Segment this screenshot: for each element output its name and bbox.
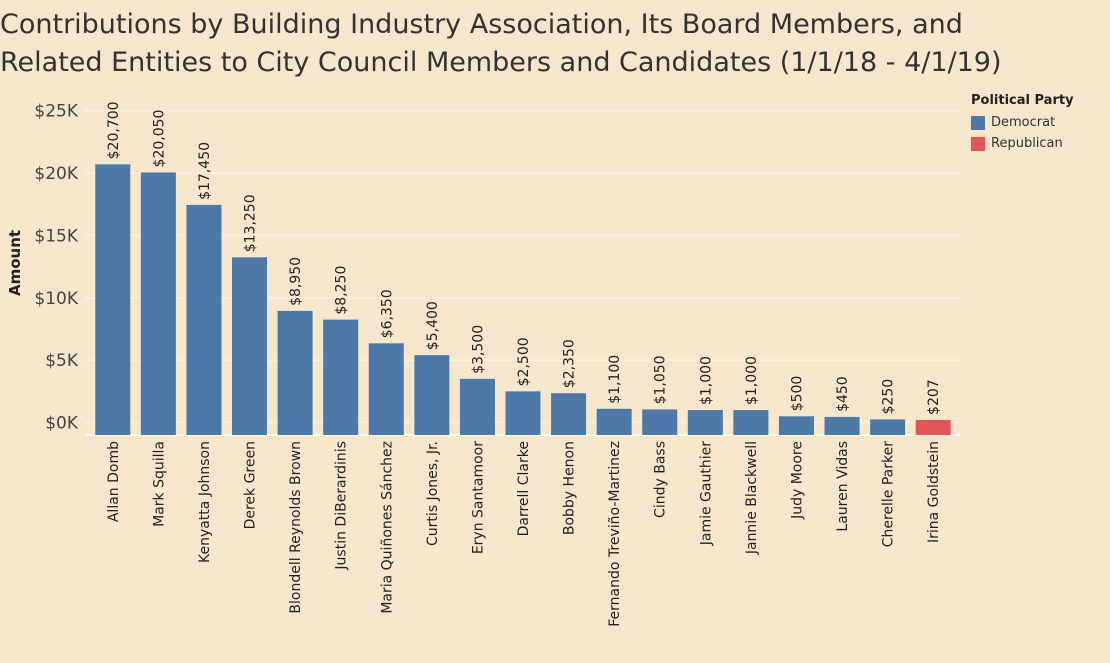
bar [870,419,906,435]
x-tick-label: Allan Domb [106,441,122,522]
bar [368,343,404,435]
x-tick-label: Curtis Jones, Jr. [425,441,441,546]
data-label: $17,450 [197,142,213,200]
y-tick-label: $25K [34,102,78,122]
data-label: $2,500 [516,337,532,386]
bar [915,419,951,435]
y-tick-label: $20K [34,164,78,184]
bar [778,416,814,435]
bar [687,410,723,435]
data-label: $13,250 [243,194,259,252]
x-tick-label: Bobby Henon [562,441,578,535]
data-label: $2,350 [562,339,578,388]
x-tick-label: Kenyatta Johnson [197,441,213,563]
x-tick-label: Maria Quiñones Sánchez [379,441,395,614]
x-tick-label: Eryn Santamoor [470,441,486,554]
data-label: $250 [881,379,897,415]
bar [323,319,359,435]
data-label: $8,250 [334,266,350,315]
data-label: $500 [789,376,805,412]
x-tick-label: Mark Squilla [151,441,167,527]
legend-item-republican[interactable]: Republican [971,133,1074,154]
y-tick-label: $0K [45,414,79,434]
legend: Political Party Democrat Republican [971,93,1074,154]
data-label: $1,000 [744,356,760,405]
x-tick-label: Jamie Gauthier [698,441,714,546]
chart-title-line-2: Related Entities to City Council Members… [0,47,1002,78]
data-label: $5,400 [425,301,441,350]
bar [505,391,541,435]
legend-swatch-democrat [971,115,985,130]
bar [186,204,222,435]
legend-label-democrat: Democrat [991,115,1056,130]
x-tick-label: Justin DiBerardinis [334,441,350,571]
x-tick-label: Lauren Vidas [835,441,851,532]
data-label: $3,500 [470,325,486,374]
y-tick-label: $15K [34,226,78,246]
bar [551,393,587,435]
data-label: $1,050 [653,355,669,404]
bar [642,409,678,435]
x-tick-label: Jannie Blackwell [744,441,760,555]
x-tick-label: Cindy Bass [653,441,669,518]
legend-swatch-republican [971,136,985,151]
x-tick-label: Derek Green [243,441,259,529]
chart-title-line-1: Contributions by Building Industry Assoc… [0,9,963,40]
y-tick-label: $5K [45,351,79,371]
bar [596,408,632,435]
x-tick-label: Cherelle Parker [881,441,897,548]
data-label: $450 [835,376,851,412]
bar [140,172,176,435]
x-tick-label: Blondell Reynolds Brown [288,441,304,614]
bar [95,164,131,436]
bar [459,378,495,435]
x-tick-label: Judy Moore [789,441,805,520]
bar [414,355,450,435]
x-tick-label: Irina Goldstein [926,441,942,543]
y-tick-label: $10K [34,289,78,309]
chart-title: Contributions by Building Industry Assoc… [0,6,1002,82]
x-tick-label: Fernando Treviño-Martinez [607,441,623,627]
y-axis-title: Amount [6,230,24,296]
data-label: $207 [926,379,942,415]
data-label: $8,950 [288,257,304,306]
legend-title: Political Party [971,93,1074,108]
data-label: $1,100 [607,355,623,404]
data-label: $20,700 [106,101,122,159]
x-tick-label: Darrell Clarke [516,441,532,536]
bar [824,416,860,435]
bar [733,410,769,435]
data-label: $20,050 [151,110,167,168]
data-label: $1,000 [698,356,714,405]
legend-item-democrat[interactable]: Democrat [971,112,1074,133]
legend-label-republican: Republican [991,136,1063,151]
bar [277,310,313,435]
data-label: $6,350 [379,289,395,338]
bar [232,257,268,435]
